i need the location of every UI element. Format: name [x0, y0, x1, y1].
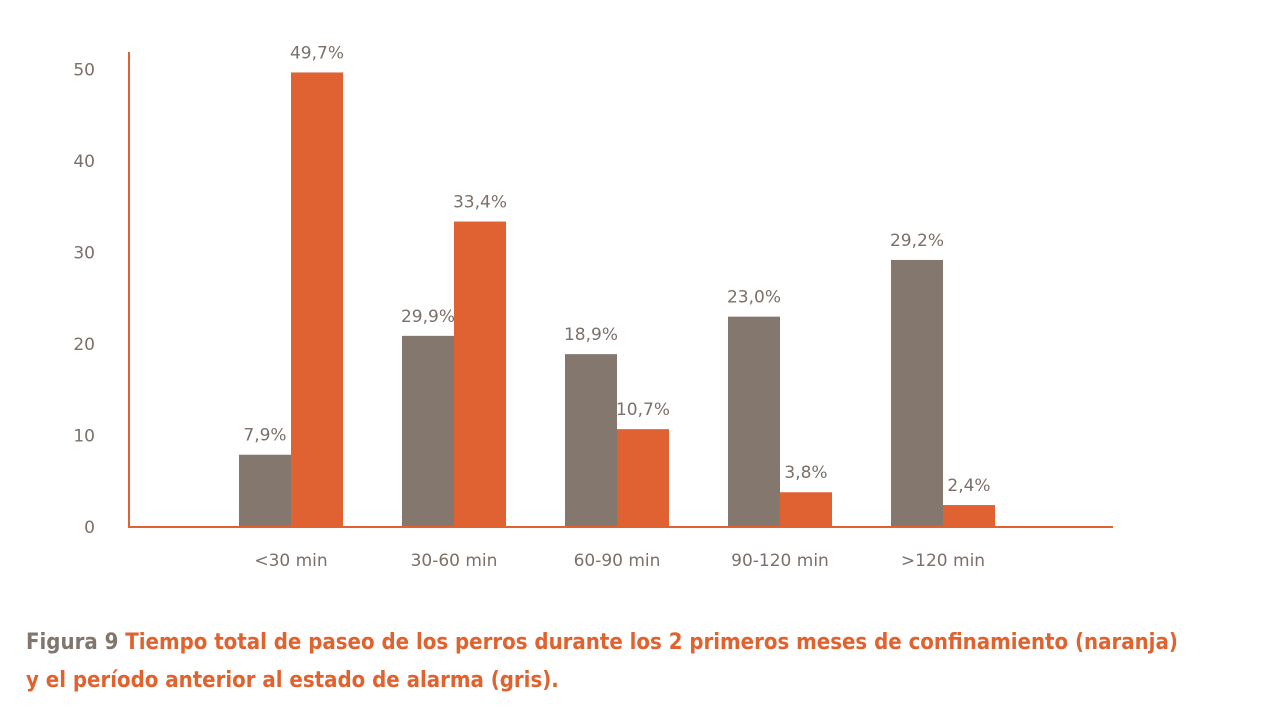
bar-chart: 0 10 20 30 40 50 7,9% 49,7% 29,9% 33,4% 18,9% 10,7… [73, 43, 1113, 571]
bar [780, 492, 832, 527]
bar-data-label: 3,8% [784, 463, 827, 483]
category-label: >120 min [901, 551, 985, 571]
data-labels: 7,9% 49,7% 29,9% 33,4% 18,9% 10,7% 23,0% 3,8% 29… [243, 43, 990, 496]
bar-data-label: 29,9% [401, 307, 455, 327]
bar-data-label: 18,9% [564, 325, 618, 345]
bar-data-label: 49,7% [290, 43, 344, 63]
y-tick-label: 20 [73, 335, 95, 355]
bar-data-label: 7,9% [243, 426, 286, 446]
bar-data-label: 33,4% [453, 193, 507, 213]
caption-prefix: Figura 9 [26, 630, 119, 655]
bar [617, 429, 669, 527]
figure-caption: Figura 9 Tiempo total de paseo de los pe… [26, 624, 1246, 700]
y-tick-label: 40 [73, 152, 95, 172]
y-tick-label: 50 [73, 61, 95, 81]
bar [454, 221, 506, 527]
category-label: 60-90 min [574, 551, 661, 571]
bar-data-label: 2,4% [947, 476, 990, 496]
bar-data-label: 29,2% [890, 231, 944, 251]
category-labels: <30 min 30-60 min 60-90 min 90-120 min >120 … [254, 551, 985, 571]
bar-data-label: 23,0% [727, 288, 781, 308]
bar [565, 354, 617, 527]
caption-text: Tiempo total de paseo de los perros dura… [125, 630, 1178, 655]
bar [891, 259, 943, 527]
category-label: 90-120 min [731, 551, 829, 571]
bars [239, 72, 995, 528]
y-axis-ticks: 0 10 20 30 40 50 [73, 61, 95, 538]
bar [239, 454, 291, 527]
y-tick-label: 0 [84, 518, 95, 538]
category-label: 30-60 min [411, 551, 498, 571]
bar [943, 505, 995, 527]
bar [291, 72, 343, 528]
bar [728, 316, 780, 527]
y-tick-label: 10 [73, 427, 95, 447]
bar [402, 335, 454, 527]
caption-text-2: y el período anterior al estado de alarm… [26, 668, 559, 693]
y-tick-label: 30 [73, 244, 95, 264]
category-label: <30 min [254, 551, 327, 571]
bar-data-label: 10,7% [616, 400, 670, 420]
